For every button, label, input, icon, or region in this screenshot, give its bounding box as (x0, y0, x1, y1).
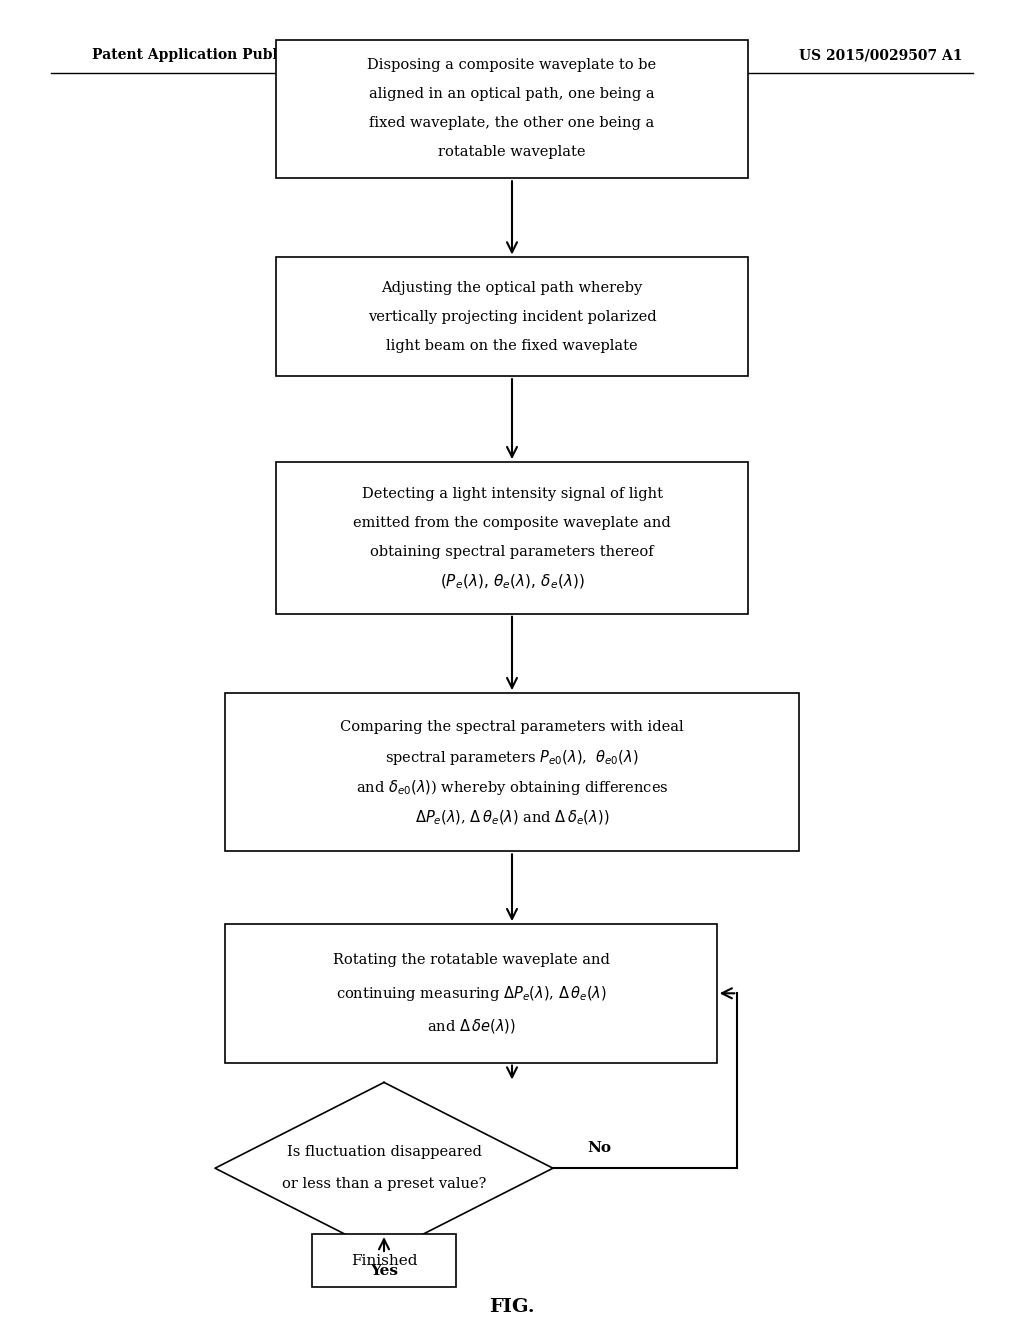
Text: FIG.: FIG. (489, 1298, 535, 1316)
Text: vertically projecting incident polarized: vertically projecting incident polarized (368, 310, 656, 323)
Text: and $\delta_{e0}(\lambda)$) whereby obtaining differences: and $\delta_{e0}(\lambda)$) whereby obta… (355, 777, 669, 797)
FancyBboxPatch shape (225, 924, 717, 1063)
Text: Finished: Finished (351, 1254, 417, 1267)
Text: Yes: Yes (370, 1265, 398, 1278)
Text: aligned in an optical path, one being a: aligned in an optical path, one being a (370, 87, 654, 102)
Text: or less than a preset value?: or less than a preset value? (282, 1177, 486, 1191)
Text: spectral parameters $P_{e0}(\lambda)$,  $\theta_{e0}(\lambda)$: spectral parameters $P_{e0}(\lambda)$, $… (385, 747, 639, 767)
Text: obtaining spectral parameters thereof: obtaining spectral parameters thereof (371, 545, 653, 560)
Text: $(P_e(\lambda),\,\theta_e(\lambda),\,\delta_e(\lambda))$: $(P_e(\lambda),\,\theta_e(\lambda),\,\de… (439, 573, 585, 590)
Text: rotatable waveplate: rotatable waveplate (438, 145, 586, 160)
Text: continuing measuring $\Delta P_e(\lambda)$, $\Delta\,\theta_e(\lambda)$: continuing measuring $\Delta P_e(\lambda… (336, 983, 606, 1003)
Text: Rotating the rotatable waveplate and: Rotating the rotatable waveplate and (333, 953, 609, 968)
Text: Disposing a composite waveplate to be: Disposing a composite waveplate to be (368, 58, 656, 73)
Text: and $\Delta\,\delta e(\lambda))$: and $\Delta\,\delta e(\lambda))$ (427, 1018, 515, 1035)
Text: Jan. 29, 2015  Sheet 5 of 6: Jan. 29, 2015 Sheet 5 of 6 (440, 49, 646, 62)
Text: light beam on the fixed waveplate: light beam on the fixed waveplate (386, 339, 638, 352)
Text: Adjusting the optical path whereby: Adjusting the optical path whereby (381, 281, 643, 294)
FancyBboxPatch shape (312, 1234, 456, 1287)
FancyBboxPatch shape (276, 257, 748, 376)
FancyBboxPatch shape (276, 40, 748, 178)
Text: Is fluctuation disappeared: Is fluctuation disappeared (287, 1146, 481, 1159)
FancyBboxPatch shape (276, 462, 748, 614)
Text: emitted from the composite waveplate and: emitted from the composite waveplate and (353, 516, 671, 531)
Text: $\Delta P_e(\lambda)$, $\Delta\,\theta_e(\lambda)$ and $\Delta\,\delta_e(\lambda: $\Delta P_e(\lambda)$, $\Delta\,\theta_e… (415, 809, 609, 826)
Text: Patent Application Publication: Patent Application Publication (92, 49, 332, 62)
Text: fixed waveplate, the other one being a: fixed waveplate, the other one being a (370, 116, 654, 131)
Text: Detecting a light intensity signal of light: Detecting a light intensity signal of li… (361, 487, 663, 502)
Text: Comparing the spectral parameters with ideal: Comparing the spectral parameters with i… (340, 719, 684, 734)
Text: No: No (587, 1142, 611, 1155)
Text: US 2015/0029507 A1: US 2015/0029507 A1 (799, 49, 963, 62)
FancyBboxPatch shape (225, 693, 799, 851)
